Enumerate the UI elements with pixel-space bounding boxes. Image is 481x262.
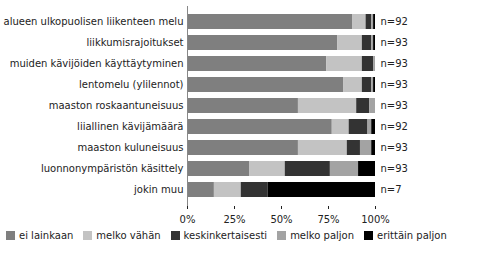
svg-text:75%: 75% xyxy=(317,214,339,225)
svg-text:100%: 100% xyxy=(361,214,390,225)
svg-text:25%: 25% xyxy=(223,214,245,225)
svg-text:n=93: n=93 xyxy=(381,79,408,90)
svg-text:maaston roskaantuneisuus: maaston roskaantuneisuus xyxy=(49,100,184,111)
svg-text:0%: 0% xyxy=(180,214,196,225)
svg-text:lentomelu (ylilennot): lentomelu (ylilennot) xyxy=(79,79,184,90)
html-text:ei lainkaan: ei lainkaan xyxy=(19,230,74,241)
svg-text:n=7: n=7 xyxy=(381,184,402,195)
svg-text:n=93: n=93 xyxy=(381,100,408,111)
svg-text:n=92: n=92 xyxy=(381,121,408,132)
svg-text:50%: 50% xyxy=(270,214,292,225)
svg-text:n=93: n=93 xyxy=(381,142,408,153)
svg-text:n=93: n=93 xyxy=(381,37,408,48)
svg-text:liikkumisrajoitukset: liikkumisrajoitukset xyxy=(87,37,184,48)
html-text:melko vähän: melko vähän xyxy=(96,230,161,241)
svg-text:luonnonympäristön käsittely: luonnonympäristön käsittely xyxy=(41,163,184,174)
svg-text:alueen ulkopuolisen liikenteen: alueen ulkopuolisen liikenteen melu xyxy=(4,16,184,27)
svg-text:maaston kuluneisuus: maaston kuluneisuus xyxy=(77,142,183,153)
html-text:erittäin paljon: erittäin paljon xyxy=(377,230,447,241)
svg-text:n=93: n=93 xyxy=(381,163,408,174)
svg-text:muiden kävijöiden käyttäytymin: muiden kävijöiden käyttäytyminen xyxy=(10,58,184,69)
svg-text:jokin muu: jokin muu xyxy=(133,184,183,195)
html-text:melko paljon: melko paljon xyxy=(290,230,354,241)
svg-text:liiallinen kävijämäärä: liiallinen kävijämäärä xyxy=(77,121,183,132)
svg-text:n=92: n=92 xyxy=(381,16,408,27)
html-text:keskinkertaisesti: keskinkertaisesti xyxy=(183,230,268,241)
svg-text:n=93: n=93 xyxy=(381,58,408,69)
